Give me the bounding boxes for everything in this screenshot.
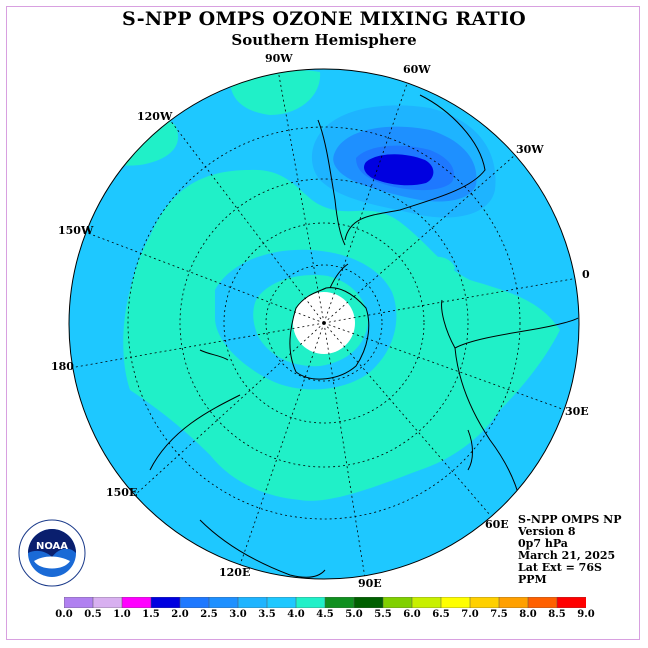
ozone-band-1-0-1-5 (364, 154, 434, 186)
colorbar-swatch (469, 597, 500, 608)
colorbar-swatch (498, 597, 529, 608)
colorbar-swatch (121, 597, 152, 608)
colorbar-tick-label: 0.5 (84, 609, 102, 620)
colorbar-tick-label: 9.0 (577, 609, 595, 620)
noaa-logo-text: NOAA (36, 541, 68, 552)
colorbar-swatch (527, 597, 558, 608)
antarctic-peninsula (329, 263, 349, 289)
colorbar-tick-label: 4.5 (316, 609, 334, 620)
colorbar-swatch (295, 597, 326, 608)
lon-label-30e: 30E (565, 405, 589, 418)
lon-label-150w: 150W (58, 224, 94, 237)
colorbar-tick-label: 8.5 (548, 609, 566, 620)
colorbar (64, 597, 586, 608)
colorbar-tick-label: 6.5 (432, 609, 450, 620)
noaa-logo-icon: NOAA (18, 519, 86, 587)
colorbar-swatch (237, 597, 268, 608)
colorbar-tick-label: 7.5 (490, 609, 508, 620)
info-date: March 21, 2025 (518, 549, 616, 562)
madagascar (467, 429, 473, 471)
colorbar-tick-label: 4.0 (287, 609, 305, 620)
colorbar-swatch (64, 597, 94, 608)
colorbar-tick-label: 6.0 (403, 609, 421, 620)
lon-label-120e: 120E (219, 566, 251, 579)
map-title: S-NPP OMPS OZONE MIXING RATIO (121, 8, 527, 30)
lon-label-60w: 60W (403, 63, 431, 76)
colorbar-swatch (150, 597, 181, 608)
info-lat-ext: Lat Ext = 76S (518, 561, 602, 574)
colorbar-swatch (324, 597, 355, 608)
info-panel: S-NPP OMPS NP Version 8 0p7 hPa March 21… (518, 514, 621, 586)
lon-label-180: 180 (51, 360, 74, 373)
info-version: Version 8 (518, 525, 576, 538)
ozone-band-3-5-4-0-top (230, 70, 321, 115)
colorbar-tick-label: 3.5 (258, 609, 276, 620)
africa-coast (441, 299, 579, 501)
lon-label-120w: 120W (137, 110, 173, 123)
south-pole-point (322, 321, 326, 325)
colorbar-tick-label: 0.0 (55, 609, 73, 620)
colorbar-tick-label: 1.5 (142, 609, 160, 620)
lon-label-90e: 90E (358, 577, 382, 590)
colorbar-tick-label: 3.0 (229, 609, 247, 620)
colorbar-tick-label: 5.0 (345, 609, 363, 620)
ozone-band-3-5-4-0-east-spot (428, 256, 455, 274)
colorbar-swatch (179, 597, 210, 608)
south-america-coast (317, 94, 486, 246)
colorbar-swatch (208, 597, 239, 608)
lon-label-90w: 90W (265, 52, 293, 65)
info-instrument: S-NPP OMPS NP (518, 513, 622, 526)
coastlines (149, 94, 579, 578)
lon-label-0: 0 (582, 268, 590, 281)
colorbar-swatch (556, 597, 586, 608)
colorbar-tick-label: 5.5 (374, 609, 392, 620)
map-boundary (68, 68, 580, 580)
australia-coast (149, 394, 326, 578)
lon-label-60e: 60E (485, 518, 509, 531)
colorbar-tick-label: 8.0 (519, 609, 537, 620)
colorbar-swatch (440, 597, 471, 608)
graticule (69, 69, 579, 579)
lon-label-150e: 150E (106, 486, 138, 499)
info-level: 0p7 hPa (518, 537, 568, 550)
figure-frame (6, 6, 640, 640)
colorbar-swatch (266, 597, 297, 608)
map-subtitle: Southern Hemisphere (231, 31, 417, 49)
colorbar-swatch (411, 597, 442, 608)
new-zealand (199, 349, 229, 361)
lon-label-30w: 30W (516, 143, 544, 156)
colorbar-tick-label: 7.0 (461, 609, 479, 620)
antarctica-coast (289, 287, 370, 380)
colorbar-swatch (92, 597, 123, 608)
info-units: PPM (518, 573, 547, 586)
colorbar-tick-label: 1.0 (113, 609, 131, 620)
colorbar-tick-label: 2.0 (171, 609, 189, 620)
colorbar-tick-label: 2.5 (200, 609, 218, 620)
colorbar-swatch (353, 597, 384, 608)
colorbar-swatch (382, 597, 413, 608)
